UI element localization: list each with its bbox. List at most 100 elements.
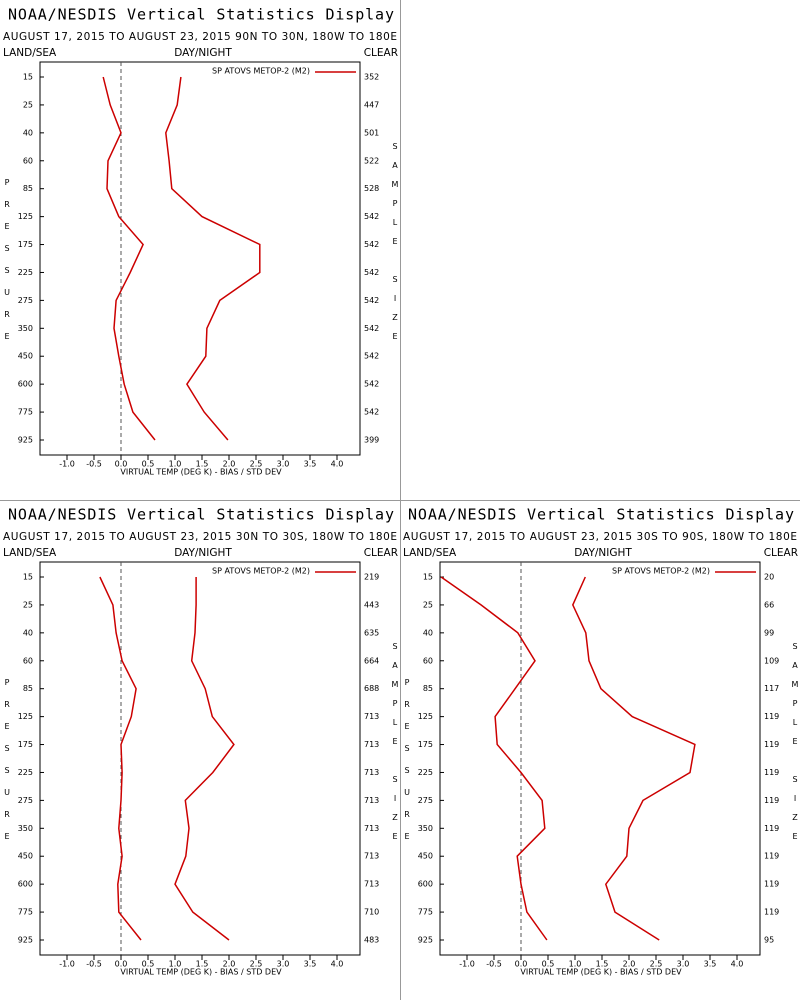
center-header: DAY/NIGHT [174,547,232,559]
legend-label: SP ATOVS METOP-2 (M2) [212,67,310,76]
y-tick-label: 775 [18,408,33,417]
y-tick-label: 350 [18,824,33,833]
y-tick-label: 25 [423,600,433,609]
sample-size-label: 119 [764,796,779,805]
sample-size-label: 664 [364,656,379,665]
data-line [165,76,261,441]
plot-frame [439,561,761,956]
x-tick-label: 3.5 [304,460,317,469]
sample-size-label: 99 [764,628,774,637]
sample-size-label: 542 [364,380,379,389]
right-header: CLEAR [364,547,398,559]
legend-label: SP ATOVS METOP-2 (M2) [212,567,310,576]
data-line [102,76,156,441]
x-tick-label: 1.5 [196,960,209,969]
x-tick-label: 1.0 [169,960,182,969]
sample-size-label: 399 [364,436,379,445]
x-tick-label: -1.0 [459,960,475,969]
sample-size-label: 542 [364,296,379,305]
x-tick-label: -0.5 [86,460,102,469]
sample-size-label: 119 [764,712,779,721]
x-tick-label: 4.0 [331,960,344,969]
y-tick-label: 925 [418,936,433,945]
y-tick-label: 225 [18,768,33,777]
y-tick-label: 175 [418,740,433,749]
chart-subtitle: AUGUST 17, 2015 TO AUGUST 23, 2015 30N T… [3,531,397,543]
sample-size-label: 688 [364,684,379,693]
y2-axis-label: SAMPLE SIZE [791,642,800,851]
y-tick-label: 15 [423,573,433,582]
x-tick-label: 0.0 [115,460,128,469]
chart-subtitle: AUGUST 17, 2015 TO AUGUST 23, 2015 30S T… [403,531,797,543]
sample-size-label: 109 [764,656,779,665]
y-tick-label: 85 [23,184,33,193]
chart-title: NOAA/NESDIS Vertical Statistics Display [408,506,794,524]
sample-size-label: 20 [764,573,774,582]
x-tick-label: 2.0 [223,960,236,969]
legend-label: SP ATOVS METOP-2 (M2) [612,567,710,576]
sample-size-label: 542 [364,324,379,333]
x-tick-label: -0.5 [86,960,102,969]
sample-size-label: 119 [764,880,779,889]
y-tick-label: 125 [18,712,33,721]
sample-size-label: 635 [364,628,379,637]
sample-size-label: 119 [764,852,779,861]
data-line [99,576,142,941]
y-tick-label: 275 [418,796,433,805]
chart-title: NOAA/NESDIS Vertical Statistics Display [8,6,394,24]
sample-size-label: 542 [364,408,379,417]
y-tick-label: 15 [23,573,33,582]
chart-panel: NOAA/NESDIS Vertical Statistics Display A… [3,6,400,477]
x-tick-label: 0.0 [515,960,528,969]
y-tick-label: 125 [18,212,33,221]
x-tick-label: 3.0 [277,960,290,969]
y-tick-label: 600 [18,380,33,389]
left-header: LAND/SEA [3,47,57,59]
center-header: DAY/NIGHT [174,47,232,59]
x-tick-label: 1.5 [596,960,609,969]
x-tick-label: 2.5 [650,960,663,969]
center-header: DAY/NIGHT [574,547,632,559]
x-tick-label: 0.5 [142,460,155,469]
y-axis-label: PRESSURE [3,678,12,854]
y-tick-label: 60 [23,656,33,665]
y-axis-label: PRESSURE [403,678,412,854]
chart-panel: NOAA/NESDIS Vertical Statistics Display A… [3,506,400,977]
sample-size-label: 447 [364,100,379,109]
x-tick-label: 4.0 [731,960,744,969]
y-tick-label: 15 [23,73,33,82]
sample-size-label: 528 [364,184,379,193]
x-tick-label: 2.5 [250,460,263,469]
left-header: LAND/SEA [403,547,457,559]
y-tick-label: 350 [18,324,33,333]
sample-size-label: 501 [364,128,379,137]
sample-size-label: 95 [764,936,774,945]
sample-size-label: 542 [364,268,379,277]
sample-size-label: 713 [364,852,379,861]
x-tick-label: -0.5 [486,960,502,969]
sample-size-label: 542 [364,240,379,249]
y-tick-label: 40 [23,628,33,637]
y-tick-label: 85 [423,684,433,693]
sample-size-label: 66 [764,600,774,609]
y-tick-label: 600 [18,880,33,889]
y-tick-label: 60 [23,156,33,165]
y-tick-label: 60 [423,656,433,665]
sample-size-label: 713 [364,796,379,805]
sample-size-label: 117 [764,684,779,693]
y-tick-label: 450 [18,352,33,361]
x-tick-label: 3.0 [277,460,290,469]
sample-size-label: 522 [364,156,379,165]
y-tick-label: 25 [23,600,33,609]
y-tick-label: 225 [18,268,33,277]
x-tick-label: 3.5 [704,960,717,969]
sample-size-label: 119 [764,908,779,917]
y-tick-label: 350 [418,824,433,833]
y-tick-label: 450 [18,852,33,861]
sample-size-label: 713 [364,824,379,833]
x-tick-label: 1.0 [169,460,182,469]
sample-size-label: 119 [764,768,779,777]
x-tick-label: -1.0 [59,960,75,969]
sample-size-label: 542 [364,212,379,221]
